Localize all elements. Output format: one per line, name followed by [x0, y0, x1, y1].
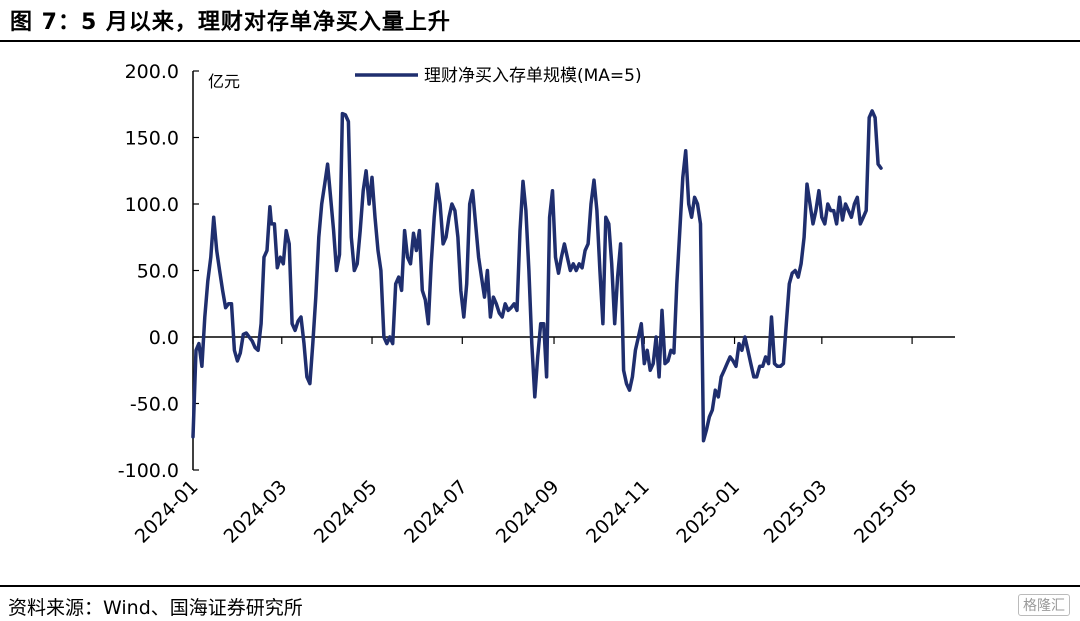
y-tick-label: 150.0: [125, 128, 179, 150]
line-chart: 200.0 150.0 100.0 50.0 0.0 -50.0 -100.0 2024-0…: [118, 61, 955, 548]
x-tick-label: 2024-09: [492, 476, 564, 548]
y-tick-labels: 200.0 150.0 100.0 50.0 0.0 -50.0 -100.0: [118, 61, 179, 482]
y-tick-label: 200.0: [125, 61, 179, 83]
x-tick-label: 2024-05: [310, 476, 382, 548]
y-tick-label: -50.0: [130, 394, 179, 416]
bottom-rule: [0, 585, 1080, 587]
source-note: 资料来源：Wind、国海证券研究所: [8, 597, 303, 619]
x-tick-label: 2024-11: [582, 476, 654, 548]
top-rule: [0, 40, 1080, 42]
watermark: 格隆汇: [1018, 594, 1070, 616]
x-tick-label: 2025-05: [850, 476, 922, 548]
series-line: [191, 109, 883, 443]
y-axis-unit-label: 亿元: [208, 72, 240, 91]
y-tick-label: 0.0: [149, 327, 179, 349]
y-tick-label: 100.0: [125, 194, 179, 216]
x-tick-label: 2024-01: [131, 476, 203, 548]
x-tick-label: 2025-03: [760, 476, 832, 548]
legend: 理财净买入存单规模(MA=5): [355, 66, 642, 86]
x-tick-label: 2024-03: [220, 476, 292, 548]
x-tick-labels: 2024-01 2024-03 2024-05 2024-07 2024-09 2024-…: [131, 476, 922, 548]
chart-axes: [192, 70, 955, 471]
y-tick-label: -100.0: [118, 460, 179, 482]
y-tick-label: 50.0: [137, 261, 179, 283]
x-tick-label: 2024-07: [400, 476, 472, 548]
legend-label: 理财净买入存单规模(MA=5): [424, 66, 642, 86]
figure-title: 图 7：5 月以来，理财对存单净买入量上升: [10, 10, 451, 35]
x-tick-label: 2025-01: [672, 476, 744, 548]
